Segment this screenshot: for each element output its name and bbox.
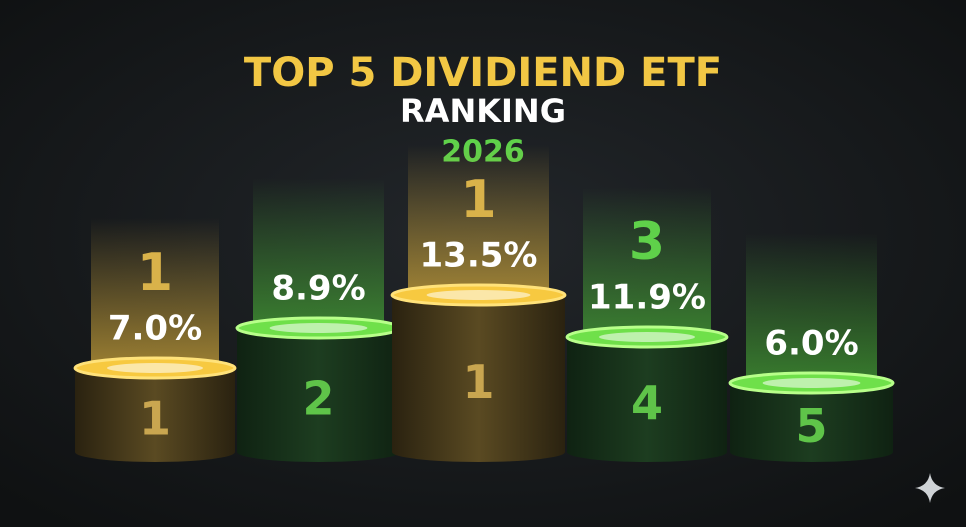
podium-top-glow (762, 378, 861, 388)
base-label: 4 (631, 376, 663, 430)
podium-top-glow (426, 290, 531, 300)
sparkle-icon (915, 473, 945, 503)
rank-label: 3 (629, 212, 665, 272)
light-beam (746, 233, 877, 383)
base-label: 1 (462, 355, 494, 409)
base-label: 1 (139, 392, 171, 446)
podium-body (392, 295, 565, 452)
podium-body (75, 368, 235, 452)
base-label: 2 (302, 372, 334, 426)
subtitle: RANKING (400, 92, 566, 130)
rank-label: 1 (460, 170, 496, 230)
value-label: 7.0% (108, 309, 202, 349)
value-label: 11.9% (588, 278, 706, 318)
title: TOP 5 DIVIDIEND ETF (244, 50, 722, 96)
podium-top-glow (599, 332, 695, 342)
podium-top-glow (269, 323, 368, 333)
value-label: 6.0% (764, 324, 858, 364)
base-label: 5 (795, 399, 827, 453)
rank-label: 1 (137, 243, 173, 303)
podium-body (237, 328, 400, 452)
value-label: 8.9% (271, 269, 365, 309)
light-beam (253, 178, 384, 328)
light-beam (408, 145, 549, 295)
light-beam (91, 218, 219, 368)
podium-body (567, 337, 727, 452)
light-beam (583, 187, 711, 337)
podiums: 1 7.0% 1 8.9% 2 1 13.5% 1 3 11.9% 4 6.0% 5 (73, 145, 895, 462)
podium-top-glow (107, 363, 203, 373)
value-label: 13.5% (420, 236, 538, 276)
